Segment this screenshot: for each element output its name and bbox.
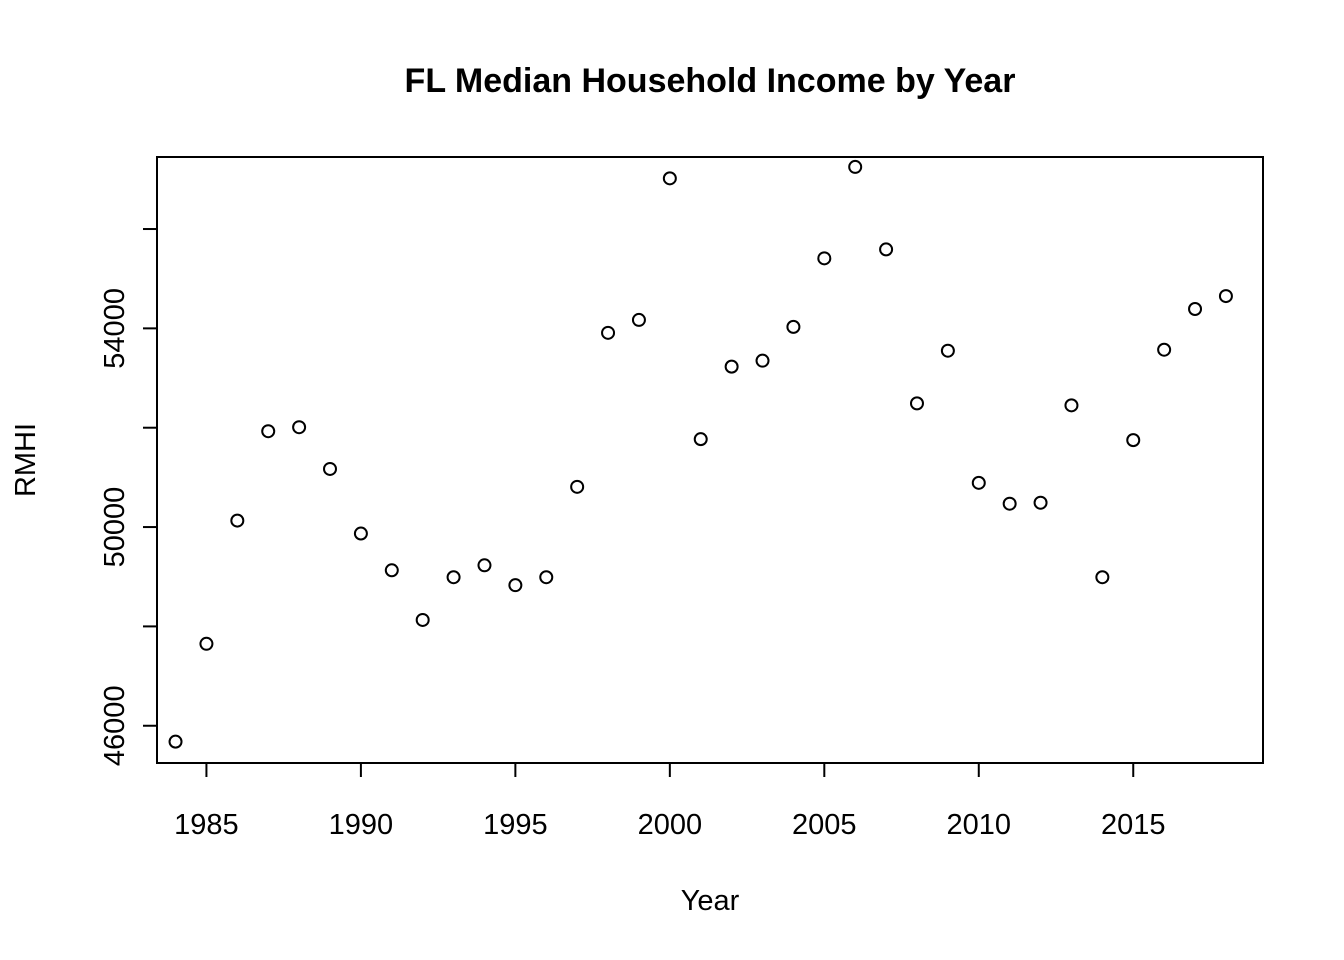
data-point <box>1002 496 1017 511</box>
data-point <box>755 353 770 368</box>
y-axis-label: RMHI <box>10 423 42 497</box>
data-point <box>539 570 554 585</box>
chart-title: FL Median Household Income by Year <box>405 62 1016 100</box>
x-tick-label: 2000 <box>638 809 703 841</box>
data-point <box>446 570 461 585</box>
data-point <box>1095 570 1110 585</box>
data-point <box>1218 289 1233 304</box>
data-point <box>971 475 986 490</box>
plot-frame <box>156 156 1264 764</box>
data-point <box>353 526 368 541</box>
data-point <box>662 171 677 186</box>
data-point <box>508 578 523 593</box>
data-point <box>261 424 276 439</box>
data-point <box>693 432 708 447</box>
data-point <box>1126 433 1141 448</box>
data-point <box>1064 398 1079 413</box>
data-point <box>230 513 245 528</box>
x-tick-label: 1995 <box>483 809 548 841</box>
data-point <box>384 563 399 578</box>
x-tick-label: 2010 <box>947 809 1012 841</box>
data-point <box>724 359 739 374</box>
data-point <box>477 558 492 573</box>
y-axis: 46000 50000 54000 <box>99 228 158 766</box>
data-point <box>848 159 863 174</box>
data-point <box>1157 342 1172 357</box>
x-axis: 1985 1990 1995 2000 2005 2010 2015 <box>174 762 1166 841</box>
data-point <box>168 734 183 749</box>
data-point <box>323 461 338 476</box>
data-point <box>570 479 585 494</box>
y-tick-label: 46000 <box>99 685 131 766</box>
data-point <box>601 325 616 340</box>
data-point <box>415 612 430 627</box>
data-point <box>199 636 214 651</box>
data-point <box>909 396 924 411</box>
y-tick-label: 50000 <box>99 487 131 568</box>
x-tick-label: 2015 <box>1101 809 1166 841</box>
y-tick-label: 54000 <box>99 288 131 369</box>
data-point <box>817 251 832 266</box>
data-point <box>879 242 894 257</box>
data-point <box>1033 495 1048 510</box>
data-point <box>786 319 801 334</box>
x-axis-label: Year <box>681 885 740 917</box>
data-point <box>631 312 646 327</box>
data-point <box>292 420 307 435</box>
x-tick-label: 2005 <box>792 809 857 841</box>
x-tick-label: 1985 <box>174 809 239 841</box>
data-point <box>940 343 955 358</box>
data-points <box>168 159 1233 749</box>
data-point <box>1188 301 1203 316</box>
x-tick-label: 1990 <box>329 809 394 841</box>
